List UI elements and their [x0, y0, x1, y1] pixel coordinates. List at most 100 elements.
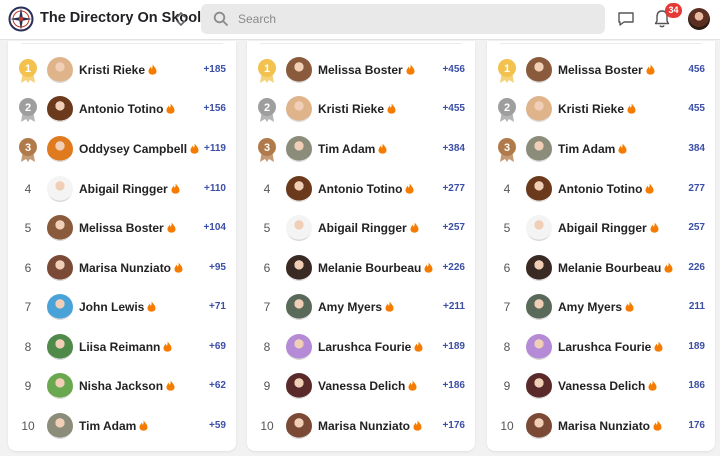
leaderboard-row[interactable]: 3 Tim Adam 384 [487, 129, 715, 169]
leaderboard-row[interactable]: 8 Larushca Fourie 189 [487, 327, 715, 367]
chevron-updown-icon[interactable] [174, 10, 188, 28]
avatar[interactable] [47, 413, 73, 439]
leaderboard-row[interactable]: 6 Melanie Bourbeau +226 [247, 248, 475, 288]
leaderboard-row[interactable]: 7 Amy Myers 211 [487, 287, 715, 327]
avatar[interactable] [526, 334, 552, 360]
member-name-link[interactable]: Antonio Totino [318, 182, 414, 196]
avatar[interactable] [47, 294, 73, 320]
leaderboard-row[interactable]: 9 Nisha Jackson +62 [8, 366, 236, 406]
member-name-link[interactable]: Marisa Nunziato [79, 261, 183, 275]
member-name-link[interactable]: Abigail Ringger [79, 182, 180, 196]
leaderboard-row[interactable]: 10 Marisa Nunziato +176 [247, 406, 475, 446]
compass-logo-icon[interactable] [8, 6, 34, 32]
member-name-link[interactable]: Antonio Totino [79, 102, 175, 116]
member-name-link[interactable]: Abigail Ringger [558, 221, 659, 235]
avatar[interactable] [286, 413, 312, 439]
avatar[interactable] [286, 96, 312, 122]
search-bar[interactable]: Search [201, 4, 605, 34]
leaderboard-row[interactable]: 2 Antonio Totino +156 [8, 89, 236, 129]
leaderboard-row[interactable]: 3 Oddysey Campbell +119 [8, 129, 236, 169]
avatar[interactable] [286, 334, 312, 360]
leaderboard-row[interactable]: 1 Kristi Rieke +185 [8, 50, 236, 90]
member-name-link[interactable]: Melissa Boster [79, 221, 176, 235]
leaderboard-row[interactable]: 5 Abigail Ringger +257 [247, 208, 475, 248]
member-name-link[interactable]: Antonio Totino [558, 182, 654, 196]
member-name-link[interactable]: Larushca Fourie [318, 340, 423, 354]
avatar[interactable] [526, 255, 552, 281]
avatar[interactable] [47, 176, 73, 202]
avatar[interactable] [286, 136, 312, 162]
member-name-link[interactable]: Amy Myers [318, 300, 394, 314]
leaderboard-row[interactable]: 2 Kristi Rieke 455 [487, 89, 715, 129]
member-name-link[interactable]: Liisa Reimann [79, 340, 172, 354]
avatar[interactable] [526, 176, 552, 202]
notification-count-badge[interactable]: 34 [665, 3, 682, 18]
member-name-link[interactable]: Melanie Bourbeau [558, 261, 673, 275]
avatar[interactable] [286, 294, 312, 320]
member-name-link[interactable]: Oddysey Campbell [79, 142, 199, 156]
leaderboard-row[interactable]: 8 Liisa Reimann +69 [8, 327, 236, 367]
leaderboard-row[interactable]: 6 Melanie Bourbeau 226 [487, 248, 715, 288]
member-name-link[interactable]: Larushca Fourie [558, 340, 663, 354]
leaderboard-row[interactable]: 4 Abigail Ringger +110 [8, 169, 236, 209]
user-avatar[interactable] [688, 8, 710, 30]
leaderboard-row[interactable]: 3 Tim Adam +384 [247, 129, 475, 169]
leaderboard-row[interactable]: 9 Vanessa Delich +186 [247, 366, 475, 406]
leaderboard-row[interactable]: 7 Amy Myers +211 [247, 287, 475, 327]
chat-icon[interactable] [617, 10, 635, 28]
member-name-link[interactable]: Vanessa Delich [558, 379, 657, 393]
avatar[interactable] [47, 255, 73, 281]
member-name-link[interactable]: Tim Adam [318, 142, 387, 156]
flame-icon [653, 420, 662, 431]
member-name-link[interactable]: Nisha Jackson [79, 379, 175, 393]
leaderboard-row[interactable]: 2 Kristi Rieke +455 [247, 89, 475, 129]
avatar[interactable] [526, 413, 552, 439]
avatar[interactable] [47, 334, 73, 360]
member-name-link[interactable]: Tim Adam [558, 142, 627, 156]
leaderboard-row[interactable]: 8 Larushca Fourie +189 [247, 327, 475, 367]
member-name-link[interactable]: Kristi Rieke [79, 63, 157, 77]
member-name-link[interactable]: Melanie Bourbeau [318, 261, 433, 275]
avatar[interactable] [526, 373, 552, 399]
member-name-link[interactable]: Kristi Rieke [558, 102, 636, 116]
avatar[interactable] [47, 136, 73, 162]
member-name-link[interactable]: John Lewis [79, 300, 156, 314]
avatar[interactable] [526, 57, 552, 83]
leaderboard-row[interactable]: 5 Melissa Boster +104 [8, 208, 236, 248]
avatar[interactable] [286, 373, 312, 399]
member-name-link[interactable]: Amy Myers [558, 300, 634, 314]
avatar[interactable] [47, 215, 73, 241]
avatar[interactable] [526, 96, 552, 122]
member-name-link[interactable]: Marisa Nunziato [318, 419, 422, 433]
avatar[interactable] [286, 57, 312, 83]
leaderboard-row[interactable]: 1 Melissa Boster 456 [487, 50, 715, 90]
leaderboard-row[interactable]: 10 Tim Adam +59 [8, 406, 236, 446]
leaderboard-row[interactable]: 9 Vanessa Delich 186 [487, 366, 715, 406]
avatar[interactable] [47, 57, 73, 83]
avatar[interactable] [526, 215, 552, 241]
leaderboard-row[interactable]: 6 Marisa Nunziato +95 [8, 248, 236, 288]
member-name-link[interactable]: Vanessa Delich [318, 379, 417, 393]
avatar[interactable] [286, 176, 312, 202]
avatar[interactable] [47, 373, 73, 399]
avatar[interactable] [47, 96, 73, 122]
leaderboard-row[interactable]: 4 Antonio Totino 277 [487, 169, 715, 209]
member-name-link[interactable]: Tim Adam [79, 419, 148, 433]
flame-icon [413, 420, 422, 431]
member-name-link[interactable]: Melissa Boster [558, 63, 655, 77]
member-name-link[interactable]: Abigail Ringger [318, 221, 419, 235]
leaderboard-row[interactable]: 10 Marisa Nunziato 176 [487, 406, 715, 446]
avatar[interactable] [286, 255, 312, 281]
community-title[interactable]: The Directory On Skool [40, 10, 202, 26]
leaderboard-row[interactable]: 4 Antonio Totino +277 [247, 169, 475, 209]
avatar[interactable] [286, 215, 312, 241]
member-name-link[interactable]: Marisa Nunziato [558, 419, 662, 433]
member-name-link[interactable]: Kristi Rieke [318, 102, 396, 116]
avatar[interactable] [526, 294, 552, 320]
avatar[interactable] [526, 136, 552, 162]
leaderboard-row[interactable]: 1 Melissa Boster +456 [247, 50, 475, 90]
member-name-link[interactable]: Melissa Boster [318, 63, 415, 77]
leaderboard-row[interactable]: 7 John Lewis +71 [8, 287, 236, 327]
points-value: +156 [203, 103, 226, 114]
leaderboard-row[interactable]: 5 Abigail Ringger 257 [487, 208, 715, 248]
